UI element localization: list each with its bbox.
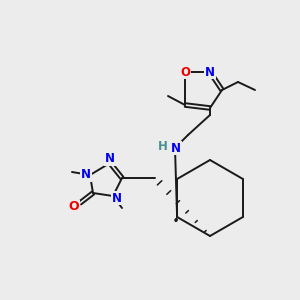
Text: N: N [105, 152, 115, 166]
Text: H: H [158, 140, 168, 152]
Text: N: N [112, 191, 122, 205]
Text: N: N [81, 169, 91, 182]
Text: N: N [205, 65, 215, 79]
Text: N: N [171, 142, 181, 154]
Text: O: O [69, 200, 79, 214]
Text: O: O [180, 65, 190, 79]
